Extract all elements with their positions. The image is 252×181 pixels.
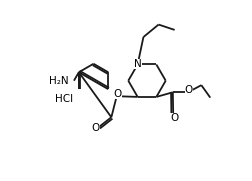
Text: O: O	[91, 123, 99, 133]
Text: HCl: HCl	[55, 94, 73, 104]
Text: N: N	[133, 60, 141, 70]
Text: H₂N: H₂N	[49, 76, 68, 86]
Text: O: O	[169, 113, 177, 123]
Text: O: O	[184, 85, 192, 95]
Text: O: O	[113, 89, 121, 98]
